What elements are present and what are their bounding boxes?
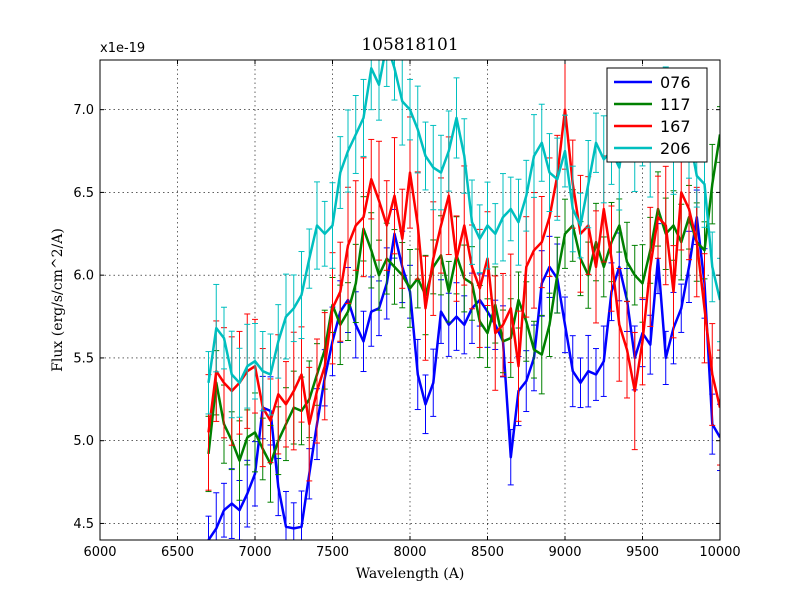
x-tick-label: 7000 bbox=[238, 545, 271, 560]
x-tick-label: 8000 bbox=[393, 545, 426, 560]
x-tick-label: 8500 bbox=[471, 545, 504, 560]
y-tick-label: 5.5 bbox=[73, 351, 94, 366]
series-line-167 bbox=[207, 108, 720, 433]
y-tick-label: 6.0 bbox=[73, 269, 94, 284]
x-axis-label: Wavelength (A) bbox=[356, 566, 465, 582]
legend: 076 117 167 206 bbox=[606, 67, 708, 163]
x-tick-label: 9000 bbox=[548, 545, 581, 560]
series-layer bbox=[205, 60, 720, 540]
y-tick-label: 4.5 bbox=[73, 517, 94, 532]
legend-box bbox=[606, 67, 708, 163]
x-tick-label: 6000 bbox=[83, 545, 116, 560]
y-tick-label: 7.0 bbox=[73, 103, 94, 118]
legend-label-167: 167 bbox=[660, 117, 691, 136]
y-tick-label: 5.0 bbox=[73, 434, 94, 449]
y-offset-label: x1e-19 bbox=[100, 41, 145, 56]
axis-ticks: 6000 6500 7000 7500 8000 8500 9000 9500 10000 4.5… bbox=[73, 60, 741, 560]
legend-label-117: 117 bbox=[660, 95, 691, 114]
x-tick-label: 10000 bbox=[699, 545, 740, 560]
y-tick-label: 6.5 bbox=[73, 186, 94, 201]
y-axis-label: Flux (erg/s/cm^2/A) bbox=[50, 228, 66, 372]
x-tick-label: 9500 bbox=[626, 545, 659, 560]
legend-label-206: 206 bbox=[660, 139, 691, 158]
legend-label-076: 076 bbox=[660, 73, 691, 92]
chart-title: 105818101 bbox=[361, 35, 458, 55]
x-tick-label: 7500 bbox=[316, 545, 349, 560]
x-tick-label: 6500 bbox=[161, 545, 194, 560]
